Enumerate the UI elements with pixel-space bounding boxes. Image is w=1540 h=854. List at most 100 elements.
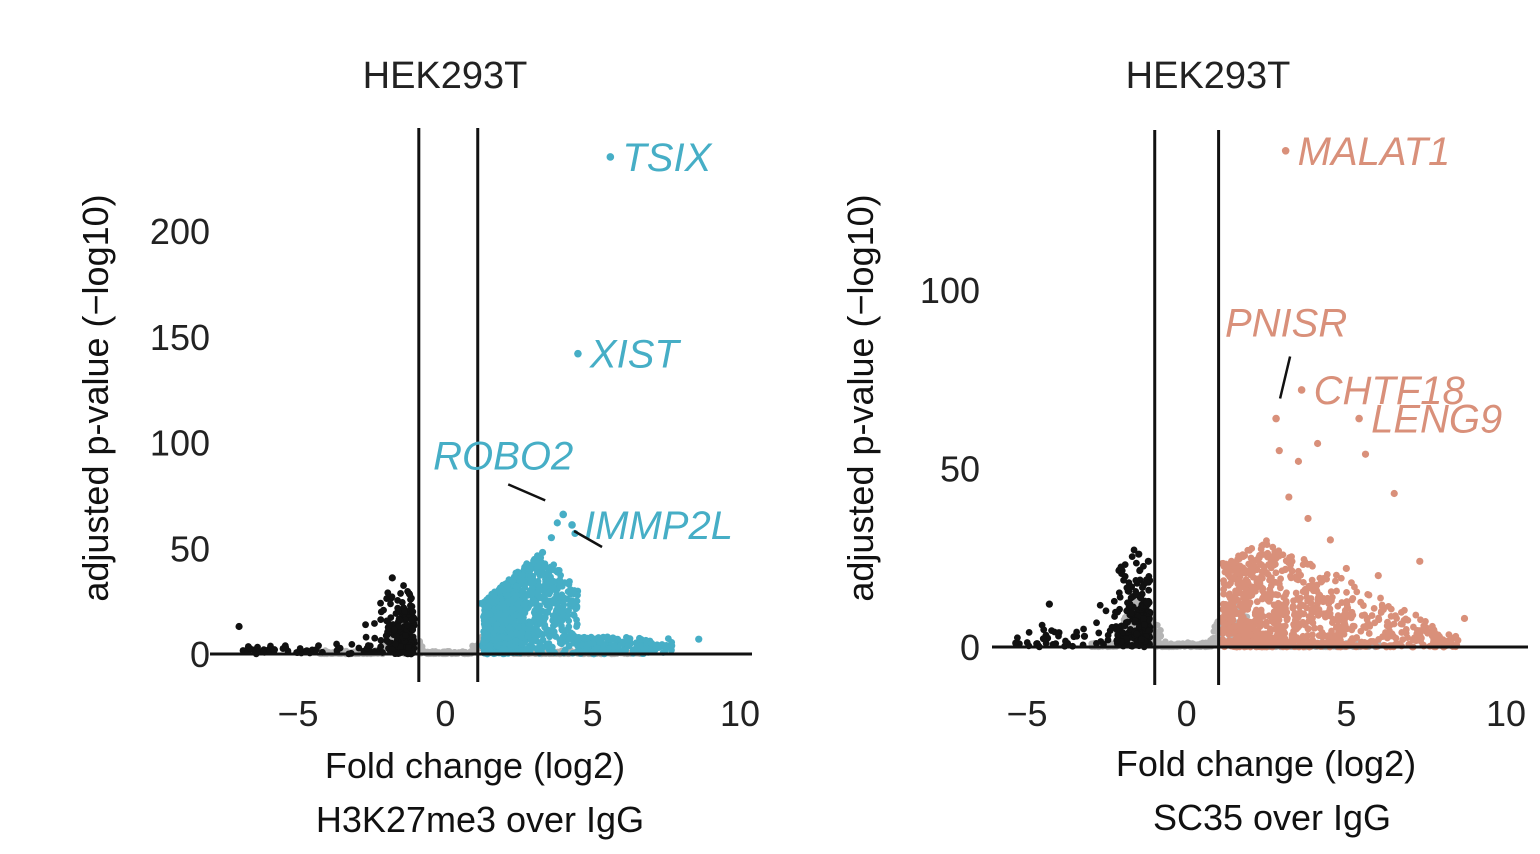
left-up-point [535, 586, 543, 594]
right-x-tick-label: 5 [1336, 693, 1356, 734]
left-up-point [550, 628, 558, 636]
right-down-point [1143, 599, 1151, 607]
right-up-point [1375, 614, 1382, 622]
left-down-point [408, 625, 416, 633]
left-up-point [668, 646, 675, 654]
left-up-point [512, 592, 520, 600]
right-up-point [1220, 613, 1227, 621]
left-up-point [583, 641, 591, 649]
right-up-point [1428, 632, 1436, 640]
right-up-point [1416, 557, 1424, 565]
left-down-point [336, 644, 344, 652]
right-gene-point [1355, 414, 1363, 423]
left-down-point [392, 640, 400, 648]
left-up-point [504, 617, 511, 625]
right-down-point [1141, 621, 1148, 628]
left-down-point [235, 622, 243, 631]
right-down-point [1130, 546, 1138, 554]
right-down-point [1114, 608, 1122, 616]
left-up-point [548, 566, 556, 574]
right-up-point [1261, 640, 1269, 647]
right-gene-point [1281, 146, 1290, 155]
right-up-point [1409, 636, 1417, 644]
right-up-point [1334, 612, 1342, 619]
left-gene-leader [507, 483, 546, 502]
left-up-point [565, 623, 573, 631]
left-up-point [532, 605, 540, 613]
left-up-point [636, 634, 643, 642]
left-up-point [484, 603, 492, 611]
right-up-point [1242, 594, 1250, 602]
right-up-point [1327, 588, 1335, 596]
right-down-point [1113, 637, 1121, 644]
right-up-point [1348, 608, 1356, 616]
right-up-point [1424, 627, 1432, 635]
left-x-axis-sublabel: H3K27me3 over IgG [316, 799, 644, 840]
left-up-point [572, 605, 580, 613]
right-gene-label: CHTF18 [1314, 369, 1466, 413]
right-up-points [1218, 439, 1469, 651]
right-up-point [1365, 630, 1373, 637]
right-up-point [1323, 571, 1331, 578]
left-up-point [530, 557, 538, 565]
right-up-point [1282, 591, 1289, 599]
right-up-point [1233, 610, 1240, 617]
right-up-point [1234, 576, 1242, 584]
right-up-point [1283, 616, 1291, 624]
left-down-point [402, 632, 409, 639]
right-down-point [1144, 557, 1152, 565]
left-y-ticks: 0 50 100 150 200 [150, 211, 210, 675]
left-up-point [573, 597, 581, 605]
right-down-point [1025, 628, 1033, 636]
right-up-point [1229, 573, 1237, 581]
left-up-point [556, 582, 564, 590]
right-title: HEK293T [1126, 55, 1291, 97]
left-up-point [648, 639, 656, 648]
left-up-point [521, 563, 529, 571]
right-up-point [1242, 633, 1250, 641]
right-down-point [1138, 635, 1145, 643]
left-up-point [545, 588, 553, 596]
right-down-point [1131, 617, 1139, 624]
left-down-point [384, 638, 392, 646]
right-down-point [1136, 566, 1144, 574]
left-down-point [396, 616, 404, 624]
right-up-point [1264, 593, 1272, 601]
left-down-point [387, 600, 394, 608]
left-x-ticks: −5 0 5 10 [277, 693, 760, 734]
left-up-point [556, 636, 564, 644]
left-gene-label: XIST [589, 333, 681, 377]
right-up-point [1303, 593, 1311, 601]
right-gene-leader [1278, 356, 1292, 399]
right-up-point [1337, 574, 1345, 582]
left-y-axis-label: adjusted p-value (−log10) [75, 194, 116, 601]
left-x-tick-label: −5 [277, 693, 318, 734]
right-up-point [1244, 626, 1252, 633]
right-down-point [1039, 635, 1047, 643]
right-gene-label: PNISR [1225, 302, 1347, 346]
right-up-point [1284, 558, 1292, 566]
left-down-point [406, 591, 414, 598]
left-up-point [541, 608, 549, 616]
right-up-point [1380, 606, 1387, 613]
right-up-point [1299, 618, 1307, 626]
left-up-point [513, 582, 520, 590]
left-up-point [557, 617, 564, 625]
right-up-point [1294, 457, 1303, 465]
right-up-point [1236, 602, 1244, 610]
right-down-point [1012, 639, 1019, 647]
right-up-point [1252, 632, 1260, 640]
left-up-point [486, 625, 493, 633]
left-up-point [504, 634, 512, 642]
right-up-point [1399, 636, 1407, 644]
left-down-point [282, 644, 290, 652]
right-up-point [1243, 586, 1250, 594]
right-up-point [1328, 627, 1335, 635]
left-down-point [355, 644, 363, 652]
right-up-point [1281, 566, 1289, 574]
right-up-point [1370, 604, 1378, 612]
left-gene-label: IMMP2L [584, 504, 733, 548]
right-down-point [1133, 630, 1141, 638]
right-up-point [1393, 614, 1401, 622]
left-up-point [528, 584, 536, 592]
